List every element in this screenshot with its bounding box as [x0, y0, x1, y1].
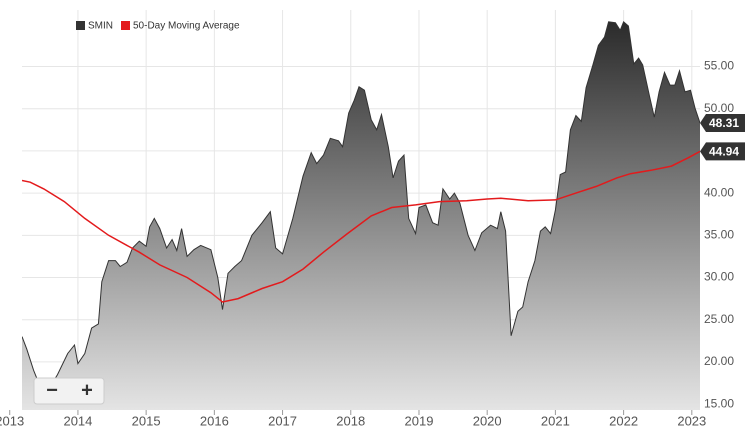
x-tick-label: 2021	[541, 413, 570, 428]
y-tick-label: 40.00	[704, 185, 734, 199]
y-tick-label: 20.00	[704, 354, 734, 368]
y-tick-label: 30.00	[704, 270, 734, 284]
zoom-in-button[interactable]: +	[81, 379, 93, 401]
area-fill	[22, 21, 700, 410]
x-tick-label: 2015	[132, 413, 161, 428]
x-tick-label: 2020	[473, 413, 502, 428]
x-tick-label: 2022	[609, 413, 638, 428]
y-tick-label: 25.00	[704, 312, 734, 326]
x-tick-label: 2016	[200, 413, 229, 428]
legend-label: 50-Day Moving Average	[133, 21, 240, 32]
x-tick-label: 2013	[0, 413, 24, 428]
zoom-control: − +	[33, 377, 105, 405]
last-value-badge	[700, 142, 745, 161]
x-tick-label: 2019	[405, 413, 434, 428]
x-tick-label: 2014	[63, 413, 92, 428]
zoom-out-button[interactable]: −	[46, 379, 58, 401]
zoom-panel	[33, 377, 105, 405]
y-tick-label: 35.00	[704, 227, 734, 241]
x-tick-label: 2018	[336, 413, 365, 428]
price-line	[22, 20, 700, 393]
last-value-label: 44.94	[709, 145, 739, 159]
x-tick-label: 2017	[268, 413, 297, 428]
x-tick-label: 2023	[677, 413, 706, 428]
legend-swatch	[76, 21, 85, 30]
legend-label: SMIN	[88, 21, 113, 32]
moving-average-line	[22, 150, 700, 303]
last-value-badge	[700, 113, 745, 132]
y-tick-label: 55.00	[704, 59, 734, 73]
y-tick-label: 15.00	[704, 396, 734, 410]
y-tick-label: 50.00	[704, 101, 734, 115]
legend-swatch	[121, 21, 130, 30]
last-value-label: 48.31	[709, 116, 739, 130]
